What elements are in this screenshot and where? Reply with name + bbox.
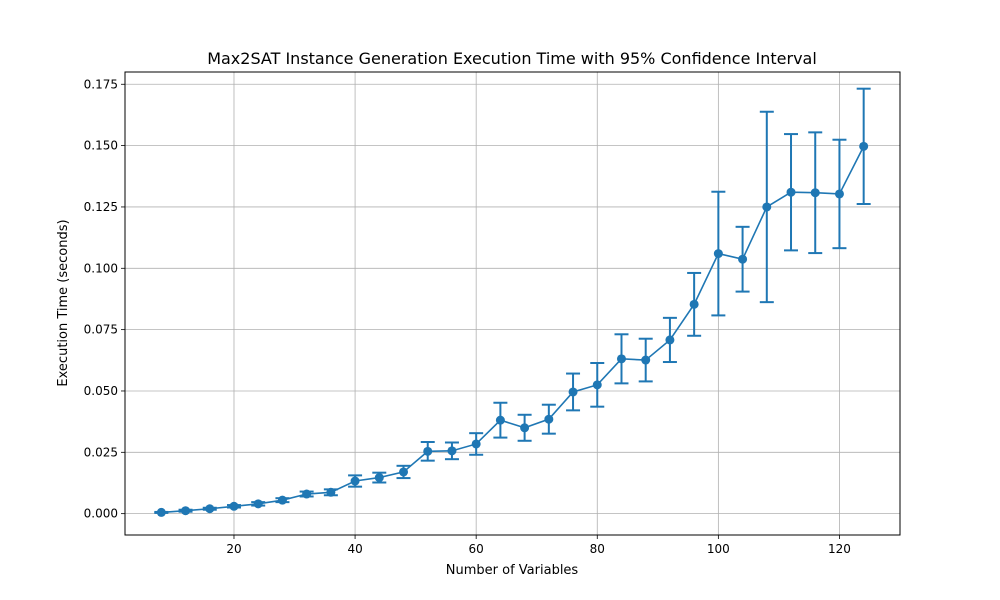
y-tick-label: 0.075 (84, 323, 118, 337)
data-point (859, 141, 869, 151)
x-tick-label: 80 (590, 542, 605, 556)
data-point (156, 507, 166, 517)
data-point (568, 387, 578, 397)
data-point (181, 506, 191, 516)
data-point (786, 187, 796, 197)
data-point (713, 249, 723, 259)
x-tick-label: 120 (828, 542, 851, 556)
data-point (810, 188, 820, 198)
y-tick-label: 0.100 (84, 261, 118, 275)
data-point (447, 446, 457, 456)
data-point (495, 415, 505, 425)
y-tick-label: 0.025 (84, 445, 118, 459)
y-tick-label: 0.000 (84, 507, 118, 521)
x-tick-label: 20 (226, 542, 241, 556)
data-point (471, 439, 481, 449)
data-point (762, 202, 772, 212)
y-axis-label: Execution Time (seconds) (56, 219, 71, 386)
data-point (326, 487, 336, 497)
data-point (738, 254, 748, 264)
series-line-group (156, 141, 869, 517)
data-point (641, 355, 651, 365)
data-point (374, 473, 384, 483)
data-point (399, 467, 409, 477)
y-axis-ticks: 0.000 0.025 0.050 0.075 0.100 0.125 0.150 0.175 (84, 77, 125, 521)
x-axis-ticks: 20 40 60 80 100 120 (226, 535, 851, 556)
chart-title: Max2SAT Instance Generation Execution Ti… (207, 49, 817, 68)
y-tick-label: 0.175 (84, 77, 118, 91)
y-tick-label: 0.125 (84, 200, 118, 214)
data-point (520, 423, 530, 433)
data-point (302, 489, 312, 499)
data-point (544, 414, 554, 424)
data-point (277, 495, 287, 505)
x-tick-label: 100 (707, 542, 730, 556)
data-point (423, 446, 433, 456)
x-tick-label: 40 (347, 542, 362, 556)
plot-frame (124, 71, 901, 536)
y-tick-label: 0.050 (84, 384, 118, 398)
x-axis-label: Number of Variables (446, 563, 579, 578)
data-point (665, 335, 675, 345)
y-tick-label: 0.150 (84, 139, 118, 153)
data-point (205, 504, 215, 514)
data-point (689, 299, 699, 309)
data-point (592, 380, 602, 390)
data-point (229, 501, 239, 511)
data-point (834, 189, 844, 199)
x-tick-label: 60 (469, 542, 484, 556)
data-point (350, 476, 360, 486)
data-point (616, 354, 626, 364)
data-point (253, 499, 263, 509)
